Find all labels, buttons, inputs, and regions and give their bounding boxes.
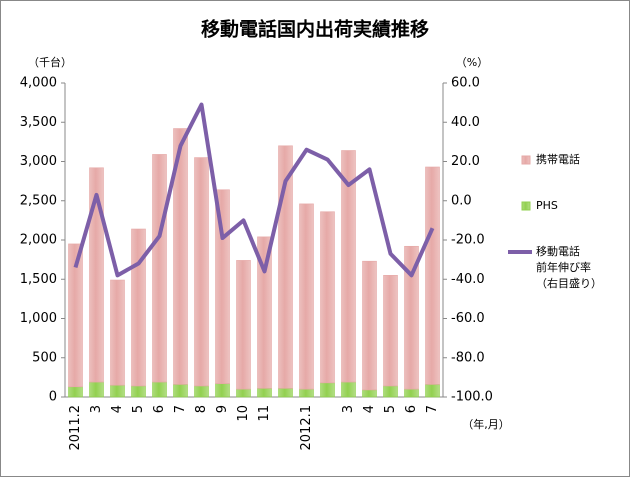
bar — [110, 279, 125, 386]
bar — [131, 228, 146, 387]
y-tick-label: 4,000 — [20, 76, 57, 91]
chart-title: 移動電話国内出荷実績推移 — [201, 18, 429, 41]
y2-tick-label: -40.0 — [451, 272, 485, 287]
bar — [299, 388, 314, 398]
y2-tick-label: 20.0 — [451, 154, 480, 169]
y2-tick-label: 0.0 — [451, 193, 472, 208]
bar — [341, 150, 356, 383]
y-tick-label: 3,000 — [20, 154, 57, 169]
bar — [152, 381, 167, 398]
y2-tick-label: 40.0 — [451, 115, 480, 130]
legend-swatch — [521, 155, 531, 165]
x-tick-label: 9 — [215, 405, 230, 413]
bar — [257, 388, 272, 398]
y-tick-label: 2,500 — [20, 193, 57, 208]
bar — [404, 388, 419, 398]
bar — [341, 381, 356, 398]
x-tick-label: 2011.2 — [68, 405, 83, 451]
bar — [383, 385, 398, 398]
y2-tick-label: -20.0 — [451, 233, 485, 248]
bar — [320, 382, 335, 398]
bar — [425, 384, 440, 398]
bar — [89, 167, 104, 383]
bar — [362, 260, 377, 391]
x-tick-label: 4 — [362, 405, 377, 413]
legend-label: PHS — [536, 199, 558, 212]
x-tick-label: 10 — [236, 405, 251, 422]
x-tick-label: 7 — [173, 405, 188, 413]
y-tick-label: 1,000 — [20, 311, 57, 326]
bar — [362, 389, 377, 398]
x-tick-label: 8 — [194, 405, 209, 413]
y-unit: （千台） — [28, 55, 72, 69]
y2-tick-label: -100.0 — [451, 390, 493, 405]
bar — [320, 211, 335, 384]
y2-unit: （%） — [456, 56, 488, 69]
bar — [173, 384, 188, 398]
bar — [215, 189, 230, 384]
legend-swatch — [521, 201, 531, 211]
legend-note: 前年伸び率 — [536, 260, 591, 274]
x-tick-label: 3 — [89, 405, 104, 413]
y-tick-label: 3,500 — [20, 115, 57, 130]
bar — [299, 203, 314, 390]
bar — [68, 386, 83, 398]
bar — [194, 157, 209, 387]
x-tick-label: 6 — [152, 405, 167, 413]
y-tick-label: 0 — [49, 390, 57, 405]
bar — [131, 385, 146, 398]
y-tick-label: 500 — [32, 350, 57, 365]
y-tick-label: 2,000 — [20, 233, 57, 248]
x-tick-label: 6 — [404, 405, 419, 413]
bar — [236, 388, 251, 398]
x-tick-label: 3 — [341, 405, 356, 413]
bar — [257, 236, 272, 389]
bar — [404, 245, 419, 390]
bar — [278, 388, 293, 398]
bar — [215, 383, 230, 398]
bar — [89, 381, 104, 398]
y2-tick-label: -80.0 — [451, 350, 485, 365]
x-tick-label: 7 — [425, 405, 440, 413]
y-tick-label: 1,500 — [20, 272, 57, 287]
x-tick-label: 5 — [131, 405, 146, 413]
y2-tick-label: 60.0 — [451, 76, 480, 91]
x-tick-label: 5 — [383, 405, 398, 413]
x-tick-label: 11 — [257, 405, 272, 422]
y2-tick-label: -60.0 — [451, 311, 485, 326]
bar — [278, 145, 293, 389]
x-tick-label: 2012.1 — [299, 405, 314, 451]
legend-note: （右目盛り） — [536, 276, 602, 290]
legend-label: 携帯電話 — [536, 152, 580, 166]
bar — [236, 260, 251, 390]
bar — [425, 166, 440, 385]
bar — [194, 385, 209, 398]
bar — [68, 243, 83, 388]
line — [73, 102, 435, 278]
bar — [383, 275, 398, 387]
x-tick-label: 4 — [110, 405, 125, 413]
legend-label: 移動電話 — [536, 244, 580, 258]
bar — [110, 384, 125, 398]
bar — [152, 154, 167, 383]
bar — [173, 128, 188, 385]
x-unit: （年,月） — [462, 417, 510, 431]
